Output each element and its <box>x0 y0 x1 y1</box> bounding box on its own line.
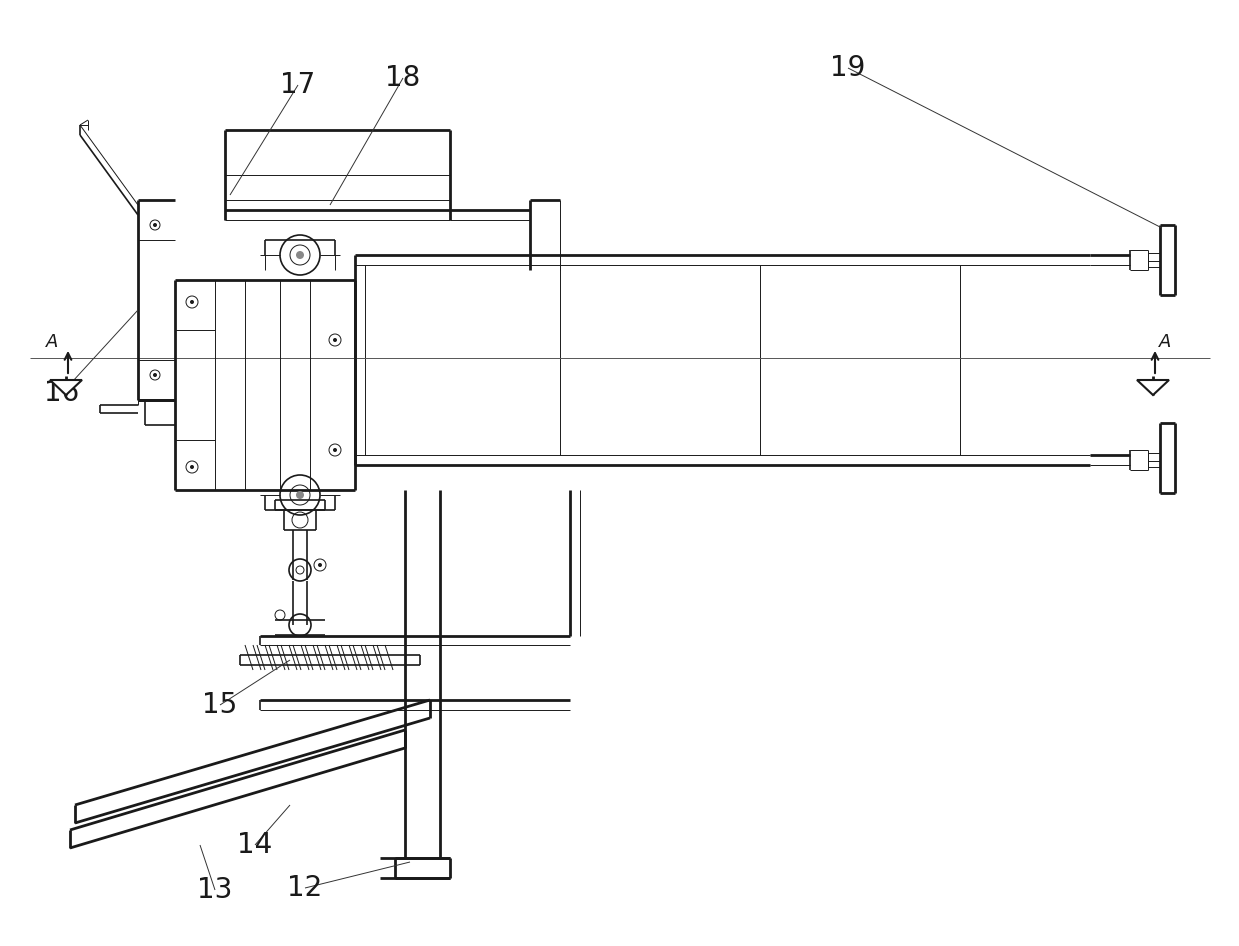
Circle shape <box>296 491 304 499</box>
Circle shape <box>333 338 337 342</box>
Text: A: A <box>1158 333 1171 351</box>
Text: 18: 18 <box>385 64 420 92</box>
Text: 17: 17 <box>280 71 316 99</box>
Circle shape <box>152 373 157 377</box>
Text: 15: 15 <box>202 691 238 719</box>
Text: 13: 13 <box>197 876 233 904</box>
Text: 16: 16 <box>45 379 79 407</box>
Text: A: A <box>46 333 58 351</box>
Text: 19: 19 <box>830 54 866 82</box>
Circle shape <box>190 465 195 469</box>
Circle shape <box>333 448 337 452</box>
Circle shape <box>152 223 157 227</box>
Polygon shape <box>50 380 82 395</box>
Circle shape <box>318 563 322 567</box>
Polygon shape <box>1137 380 1170 395</box>
Text: 14: 14 <box>238 831 273 859</box>
Circle shape <box>190 300 195 304</box>
Circle shape <box>296 251 304 259</box>
Text: 12: 12 <box>287 874 322 902</box>
